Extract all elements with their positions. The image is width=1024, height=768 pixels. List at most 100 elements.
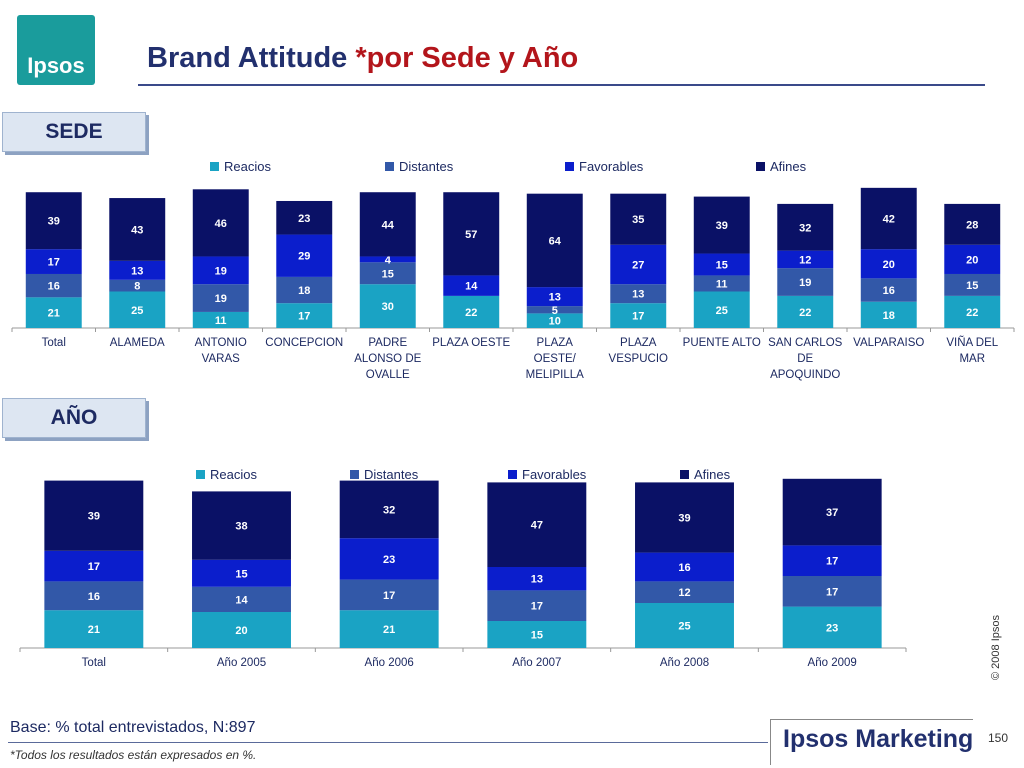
data-label-distantes: 15 bbox=[382, 268, 394, 280]
legend-swatch-distantes bbox=[385, 162, 394, 171]
data-label-afines: 39 bbox=[716, 220, 728, 232]
ipsos-logo: Ipsos bbox=[17, 15, 95, 85]
data-label-afines: 43 bbox=[131, 224, 143, 236]
data-label-reacios: 20 bbox=[235, 625, 247, 637]
data-label-favorables: 17 bbox=[88, 561, 100, 573]
bar-segment-reacios bbox=[359, 284, 416, 328]
x-tick-label: Año 2007 bbox=[512, 657, 561, 669]
bar-segment-distantes bbox=[526, 306, 583, 314]
x-tick-label: PUENTE ALTO bbox=[683, 337, 761, 349]
data-label-distantes: 11 bbox=[716, 278, 728, 290]
bar-segment-afines bbox=[610, 193, 667, 245]
data-label-reacios: 17 bbox=[298, 311, 310, 323]
bar-segment-distantes bbox=[782, 576, 882, 607]
title-main: Brand Attitude bbox=[147, 42, 356, 74]
data-label-afines: 47 bbox=[531, 520, 543, 532]
data-label-favorables: 20 bbox=[883, 259, 895, 271]
bar-segment-afines bbox=[44, 480, 144, 551]
bar-segment-reacios bbox=[777, 295, 834, 328]
section-label-sede: SEDE bbox=[2, 112, 146, 152]
title-divider bbox=[138, 84, 985, 86]
data-label-reacios: 23 bbox=[826, 622, 838, 634]
data-label-distantes: 19 bbox=[799, 277, 811, 289]
data-label-afines: 37 bbox=[826, 507, 838, 519]
data-label-afines: 57 bbox=[465, 229, 477, 241]
bar-segment-reacios bbox=[526, 313, 583, 328]
bar-segment-reacios bbox=[276, 303, 333, 328]
data-label-favorables: 15 bbox=[235, 568, 247, 580]
bar-segment-favorables bbox=[487, 567, 587, 591]
data-label-favorables: 15 bbox=[716, 259, 728, 271]
data-label-afines: 35 bbox=[632, 214, 644, 226]
data-label-afines: 42 bbox=[883, 214, 895, 226]
bar-segment-afines bbox=[526, 193, 583, 288]
data-label-distantes: 16 bbox=[88, 591, 100, 603]
bar-segment-reacios bbox=[635, 603, 734, 648]
x-tick-label: PLAZA bbox=[620, 337, 657, 349]
x-tick-label: APOQUINDO bbox=[770, 369, 840, 381]
data-label-distantes: 15 bbox=[966, 280, 978, 292]
x-tick-label: VESPUCIO bbox=[609, 353, 668, 365]
x-tick-label: CONCEPCION bbox=[265, 337, 343, 349]
bar-segment-reacios bbox=[443, 295, 500, 328]
bar-segment-afines bbox=[487, 482, 587, 567]
x-tick-label: PADRE bbox=[368, 337, 407, 349]
bar-segment-reacios bbox=[192, 612, 291, 648]
data-label-reacios: 25 bbox=[716, 305, 728, 317]
section-label-anio: AÑO bbox=[2, 398, 146, 438]
bar-segment-reacios bbox=[487, 621, 587, 648]
bar-segment-distantes bbox=[109, 279, 166, 292]
bar-segment-favorables bbox=[192, 256, 249, 285]
bar-segment-afines bbox=[860, 187, 917, 250]
x-tick-label: Año 2008 bbox=[660, 657, 709, 669]
x-tick-label: MAR bbox=[959, 353, 985, 365]
data-label-reacios: 18 bbox=[883, 310, 895, 322]
data-label-distantes: 16 bbox=[883, 285, 895, 297]
bar-segment-reacios bbox=[44, 610, 144, 648]
bar-segment-distantes bbox=[359, 262, 416, 285]
data-label-reacios: 21 bbox=[88, 624, 100, 636]
bar-segment-distantes bbox=[635, 581, 734, 603]
bar-segment-reacios bbox=[944, 295, 1001, 328]
x-tick-label: ALONSO DE bbox=[354, 353, 421, 365]
bar-segment-afines bbox=[109, 198, 166, 261]
data-label-reacios: 25 bbox=[678, 621, 690, 633]
data-label-distantes: 16 bbox=[48, 281, 60, 293]
x-tick-label: ALAMEDA bbox=[110, 337, 165, 349]
bar-segment-afines bbox=[192, 189, 249, 257]
page-title: Brand Attitude *por Sede y Año bbox=[147, 42, 578, 75]
data-label-afines: 46 bbox=[215, 218, 227, 230]
bar-segment-afines bbox=[693, 196, 750, 254]
bar-segment-afines bbox=[777, 203, 834, 251]
data-label-favorables: 19 bbox=[215, 265, 227, 277]
data-label-afines: 39 bbox=[88, 511, 100, 523]
bar-segment-reacios bbox=[339, 610, 439, 648]
bar-segment-distantes bbox=[339, 579, 439, 611]
legend-label-afines: Afines bbox=[694, 467, 731, 482]
data-label-reacios: 22 bbox=[465, 307, 477, 319]
data-label-distantes: 14 bbox=[235, 594, 248, 606]
data-label-favorables: 17 bbox=[48, 257, 60, 269]
bar-segment-distantes bbox=[487, 590, 587, 621]
x-tick-label: OESTE/ bbox=[534, 353, 577, 365]
x-tick-label: OVALLE bbox=[366, 369, 410, 381]
bar-segment-afines bbox=[25, 192, 82, 250]
bar-segment-afines bbox=[782, 478, 882, 546]
data-label-afines: 44 bbox=[382, 219, 395, 231]
data-label-favorables: 13 bbox=[549, 292, 561, 304]
base-note: Base: % total entrevistados, N:897 bbox=[10, 719, 256, 736]
data-label-reacios: 10 bbox=[549, 316, 561, 328]
x-tick-label: Total bbox=[42, 337, 66, 349]
legend-label-favorables: Favorables bbox=[522, 467, 587, 482]
x-tick-label: Total bbox=[82, 657, 106, 669]
bar-segment-reacios bbox=[693, 291, 750, 328]
bar-segment-favorables bbox=[109, 260, 166, 280]
bar-segment-favorables bbox=[610, 244, 667, 285]
data-label-distantes: 17 bbox=[826, 586, 838, 598]
legend-swatch-afines bbox=[680, 470, 689, 479]
x-tick-label: VIÑA DEL bbox=[946, 336, 998, 349]
bar-segment-distantes bbox=[44, 581, 144, 611]
bar-segment-distantes bbox=[693, 275, 750, 292]
data-label-distantes: 12 bbox=[678, 587, 690, 599]
bar-segment-favorables bbox=[944, 244, 1001, 274]
